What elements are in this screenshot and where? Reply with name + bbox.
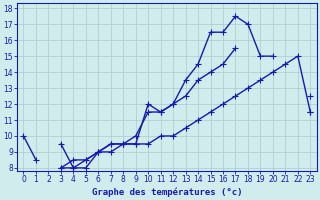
X-axis label: Graphe des températures (°c): Graphe des températures (°c) bbox=[92, 187, 242, 197]
